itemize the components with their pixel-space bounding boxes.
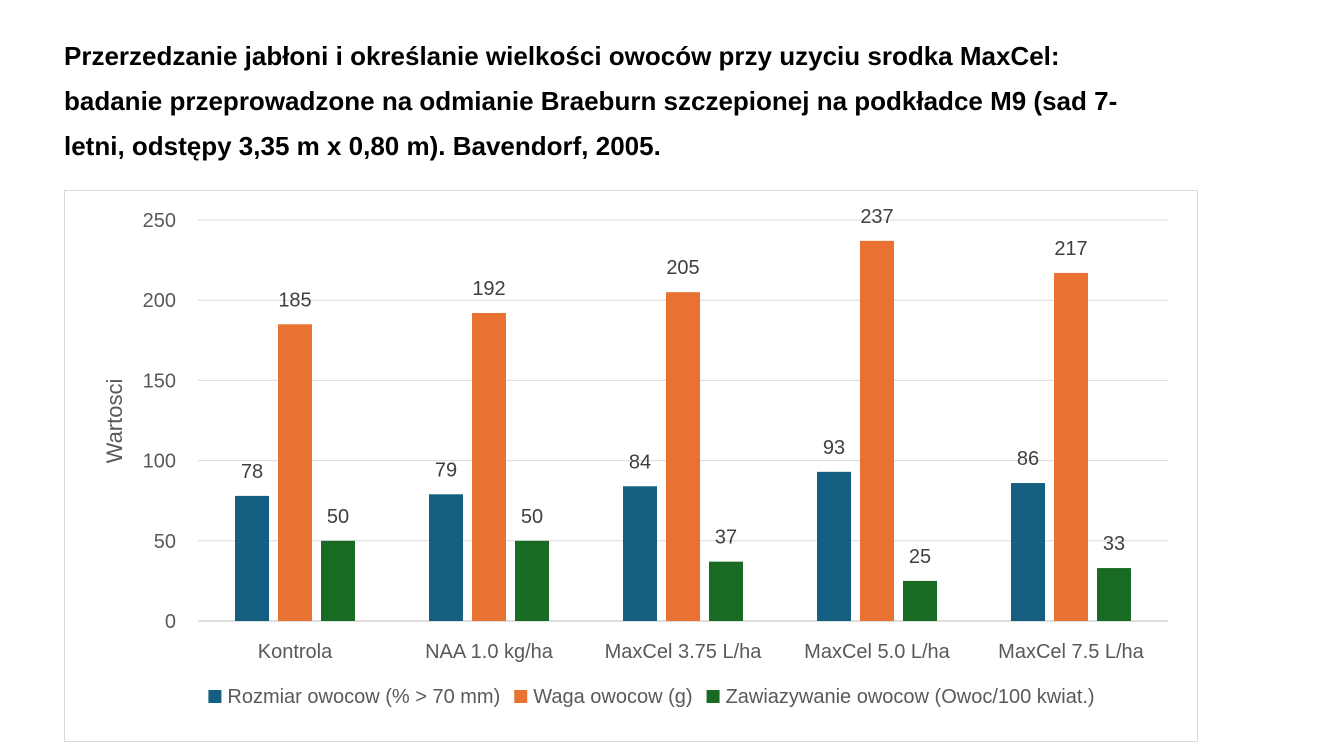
- data-label: 237: [860, 206, 893, 228]
- y-tick-label: 50: [154, 531, 176, 553]
- x-category-label: NAA 1.0 kg/ha: [425, 641, 554, 663]
- data-label: 84: [629, 451, 651, 473]
- y-axis-label: Wartosci: [102, 379, 127, 464]
- bar-series-1: [235, 495, 269, 621]
- data-label: 185: [278, 289, 311, 311]
- data-label: 79: [435, 459, 457, 481]
- x-category-label: MaxCel 3.75 L/ha: [605, 641, 763, 663]
- x-category-label: Kontrola: [258, 641, 333, 663]
- title-line-2: badanie przeprowadzone na odmianie Braeb…: [64, 86, 1118, 116]
- bar-series-1: [623, 486, 657, 621]
- x-category-label: MaxCel 5.0 L/ha: [804, 641, 951, 663]
- data-label: 33: [1103, 533, 1125, 555]
- bar-series-3: [903, 580, 937, 621]
- legend-label: Zawiazywanie owocow (Owoc/100 kwiat.): [726, 686, 1095, 708]
- bar-series-3: [515, 540, 549, 621]
- title-line-1: Przerzedzanie jabłoni i określanie wielk…: [64, 41, 1060, 71]
- bar-series-2: [666, 292, 700, 621]
- bar-series-1: [1011, 483, 1045, 621]
- data-label: 217: [1054, 238, 1087, 260]
- data-label: 37: [715, 527, 737, 549]
- bar-series-2: [278, 324, 312, 621]
- bar-series-1: [817, 471, 851, 621]
- bar-series-2: [860, 240, 894, 622]
- data-label: 93: [823, 437, 845, 459]
- legend-swatch-2: [514, 690, 528, 703]
- bar-series-1: [429, 494, 463, 621]
- y-tick-label: 150: [143, 370, 176, 392]
- bar-series-3: [709, 561, 743, 621]
- data-label: 25: [909, 546, 931, 568]
- bar-series-3: [321, 540, 355, 621]
- chart-area: [64, 190, 1198, 742]
- title-line-3: letni, odstępy 3,35 m x 0,80 m). Bavendo…: [64, 131, 661, 161]
- data-label: 205: [666, 257, 699, 279]
- data-label: 86: [1017, 448, 1039, 470]
- data-label: 50: [327, 506, 349, 528]
- bar-series-2: [472, 313, 506, 621]
- y-tick-label: 200: [143, 290, 176, 312]
- legend-swatch-3: [706, 690, 720, 703]
- y-tick-label: 0: [165, 611, 176, 633]
- legend-label: Rozmiar owocow (% > 70 mm): [227, 686, 500, 708]
- y-tick-label: 100: [143, 451, 176, 473]
- data-label: 78: [241, 461, 263, 483]
- data-label: 50: [521, 506, 543, 528]
- chart-title: Przerzedzanie jabłoni i określanie wielk…: [64, 34, 1314, 169]
- legend-swatch-1: [208, 690, 222, 703]
- y-tick-label: 250: [143, 210, 176, 232]
- data-label: 192: [472, 278, 505, 300]
- bar-series-3: [1097, 568, 1131, 621]
- bar-series-2: [1054, 272, 1088, 621]
- x-category-label: MaxCel 7.5 L/ha: [998, 641, 1145, 663]
- legend-label: Waga owocow (g): [533, 686, 692, 708]
